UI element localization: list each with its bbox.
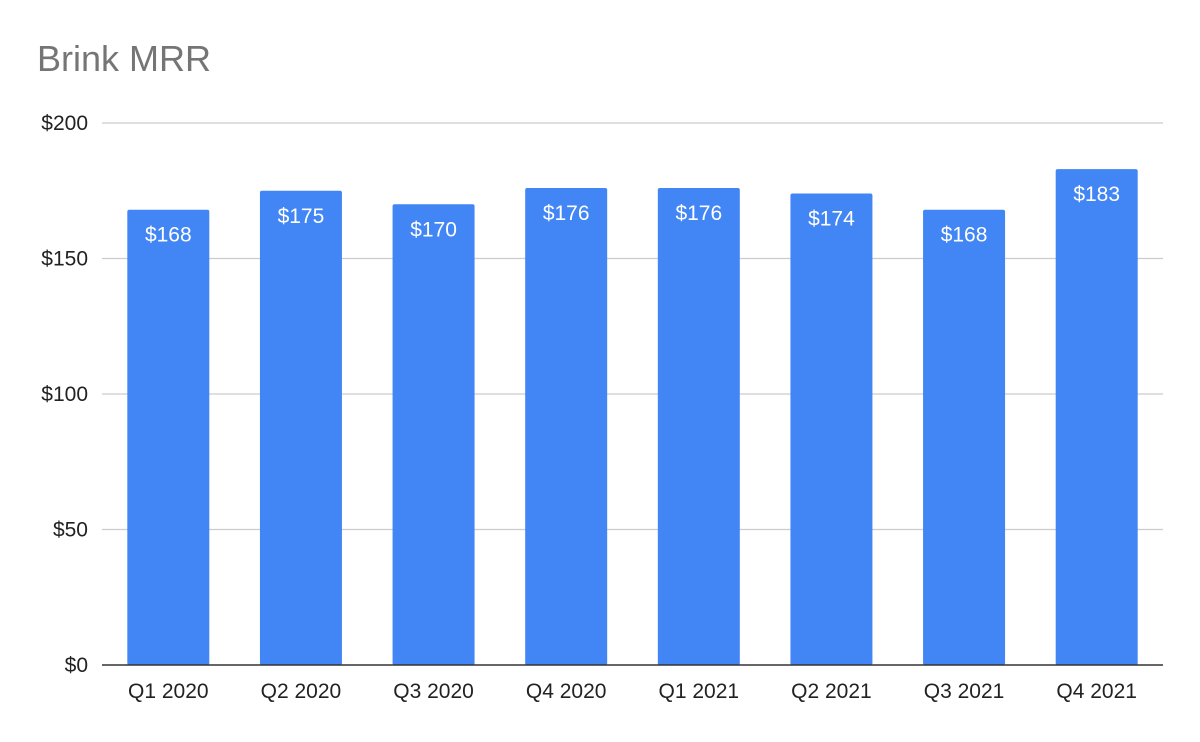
bar <box>923 209 1006 665</box>
y-tick-label: $150 <box>41 248 88 271</box>
data-label: $170 <box>410 218 457 241</box>
bar <box>525 188 608 666</box>
chart-title: Brink MRR <box>37 38 212 79</box>
bar <box>1055 169 1138 665</box>
data-label: $168 <box>941 224 988 247</box>
bar <box>259 190 342 665</box>
bars <box>127 169 1138 666</box>
data-labels: $168 $175 $170 $176 $176 $174 $168 $183 <box>145 183 1120 247</box>
data-label: $168 <box>145 224 192 247</box>
y-tick-label: $50 <box>53 519 88 542</box>
x-tick-label: Q2 2020 <box>261 680 342 703</box>
x-tick-label: Q3 2021 <box>924 680 1005 703</box>
y-tick-label: $200 <box>41 112 88 135</box>
x-tick-label: Q1 2021 <box>659 680 740 703</box>
data-label: $176 <box>543 202 590 225</box>
x-tick-label: Q1 2020 <box>128 680 209 703</box>
x-tick-label: Q2 2021 <box>791 680 872 703</box>
bar <box>790 193 873 665</box>
bar <box>127 209 210 665</box>
y-tick-label: $0 <box>65 654 88 677</box>
data-label: $176 <box>675 202 722 225</box>
data-label: $174 <box>808 207 855 230</box>
data-label: $175 <box>278 205 325 228</box>
y-axis-tick-labels: $0 $50 $100 $150 $200 <box>41 112 88 677</box>
x-tick-label: Q4 2021 <box>1056 680 1137 703</box>
x-tick-label: Q3 2020 <box>393 680 474 703</box>
y-tick-label: $100 <box>41 383 88 406</box>
x-axis-tick-labels: Q1 2020 Q2 2020 Q3 2020 Q4 2020 Q1 2021 Q2 20… <box>128 680 1137 703</box>
x-tick-label: Q4 2020 <box>526 680 607 703</box>
bar <box>657 188 740 666</box>
bar <box>392 204 475 666</box>
data-label: $183 <box>1073 183 1120 206</box>
